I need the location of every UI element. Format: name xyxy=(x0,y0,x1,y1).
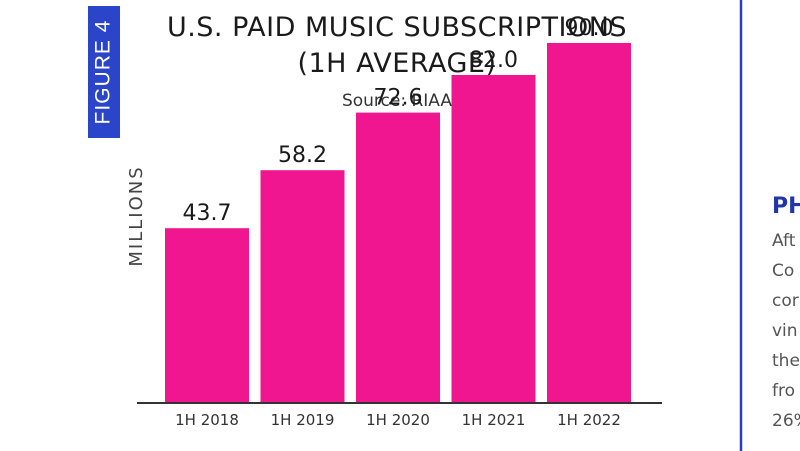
bar-1h-2019 xyxy=(260,170,345,403)
chart-title-line-1: U.S. PAID MUSIC SUBSCRIPTIONS xyxy=(167,12,627,43)
y-axis-label: MILLIONS xyxy=(126,165,147,266)
side-panel-line: the xyxy=(772,351,800,371)
bar-1h-2022 xyxy=(547,43,631,403)
side-panel-heading: PH xyxy=(772,194,800,219)
x-tick-labels-group: 1H 2018 1H 2019 1H 2020 1H 2021 1H 2022 xyxy=(175,411,621,429)
x-tick-label: 1H 2019 xyxy=(271,411,335,429)
value-labels-group: 43.7 58.2 72.6 82.0 90.0 xyxy=(183,16,614,226)
side-panel-line: Aft xyxy=(772,231,796,251)
side-panel-line: 26% xyxy=(772,411,800,431)
side-panel-line: Co xyxy=(772,261,794,281)
figure-tag: FIGURE 4 xyxy=(88,6,120,138)
chart-subtitle: Source: RIAA xyxy=(342,91,452,111)
bar-1h-2020 xyxy=(356,112,440,403)
side-panel-line: fro xyxy=(772,381,795,401)
bar-1h-2018 xyxy=(165,228,249,403)
x-tick-label: 1H 2020 xyxy=(366,411,430,429)
bar-value-label: 58.2 xyxy=(278,143,327,168)
side-panel: PH Aft Co cor vin the fro 26% xyxy=(772,194,800,431)
figure-tag-label: FIGURE 4 xyxy=(92,20,115,125)
x-tick-label: 1H 2021 xyxy=(462,411,526,429)
bar-value-label: 90.0 xyxy=(565,16,614,41)
x-tick-label: 1H 2018 xyxy=(175,411,239,429)
chart-title-line-2: (1H AVERAGE) xyxy=(297,48,496,79)
figure-tag-background xyxy=(88,6,120,138)
bar-value-label: 43.7 xyxy=(183,201,232,226)
bars-group xyxy=(165,43,631,403)
x-tick-label: 1H 2022 xyxy=(557,411,621,429)
side-panel-line: vin xyxy=(772,321,798,341)
bar-value-label: 72.6 xyxy=(374,86,423,111)
side-panel-line: cor xyxy=(772,291,799,311)
bar-1h-2021 xyxy=(451,75,536,403)
bar-value-label: 82.0 xyxy=(469,48,518,73)
